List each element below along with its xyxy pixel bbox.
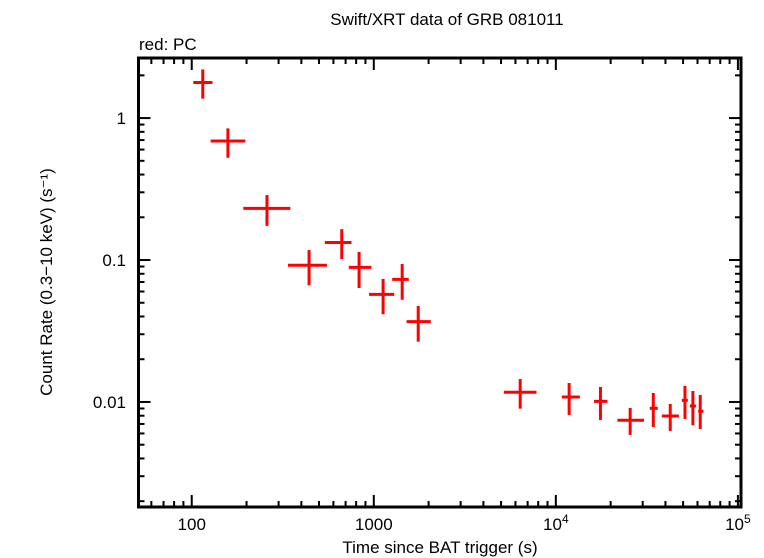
data-point [348, 251, 372, 289]
data-point [193, 69, 213, 99]
y-tick-label: 1 [117, 109, 126, 128]
data-point [288, 250, 327, 286]
plot-frame [137, 56, 743, 509]
data-point [617, 407, 645, 435]
data-point [698, 394, 704, 430]
data-point [210, 128, 246, 158]
data-point [243, 195, 291, 226]
x-tick-label: 105 [725, 512, 751, 534]
chart-subtitle: red: PC [139, 35, 197, 54]
y-tick-label: 0.1 [102, 251, 126, 270]
x-axis-label: Time since BAT trigger (s) [342, 538, 537, 557]
x-tick-label: 100 [178, 515, 206, 534]
data-point [689, 390, 696, 426]
chart-title: Swift/XRT data of GRB 081011 [330, 10, 563, 29]
data-point [593, 386, 608, 420]
data-point [369, 279, 395, 315]
data-point [324, 229, 352, 260]
y-tick-label: 0.01 [93, 393, 126, 412]
data-point [681, 385, 688, 419]
data-point [561, 383, 580, 415]
data-point [661, 403, 679, 431]
y-axis-label: Count Rate (0.3−10 keV) (s⁻¹) [37, 168, 56, 396]
x-tick-label: 104 [543, 512, 569, 534]
data-point [649, 392, 658, 427]
data-point [392, 264, 409, 300]
x-tick-label: 1000 [355, 515, 393, 534]
data-point [406, 306, 431, 342]
data-point [503, 379, 537, 409]
